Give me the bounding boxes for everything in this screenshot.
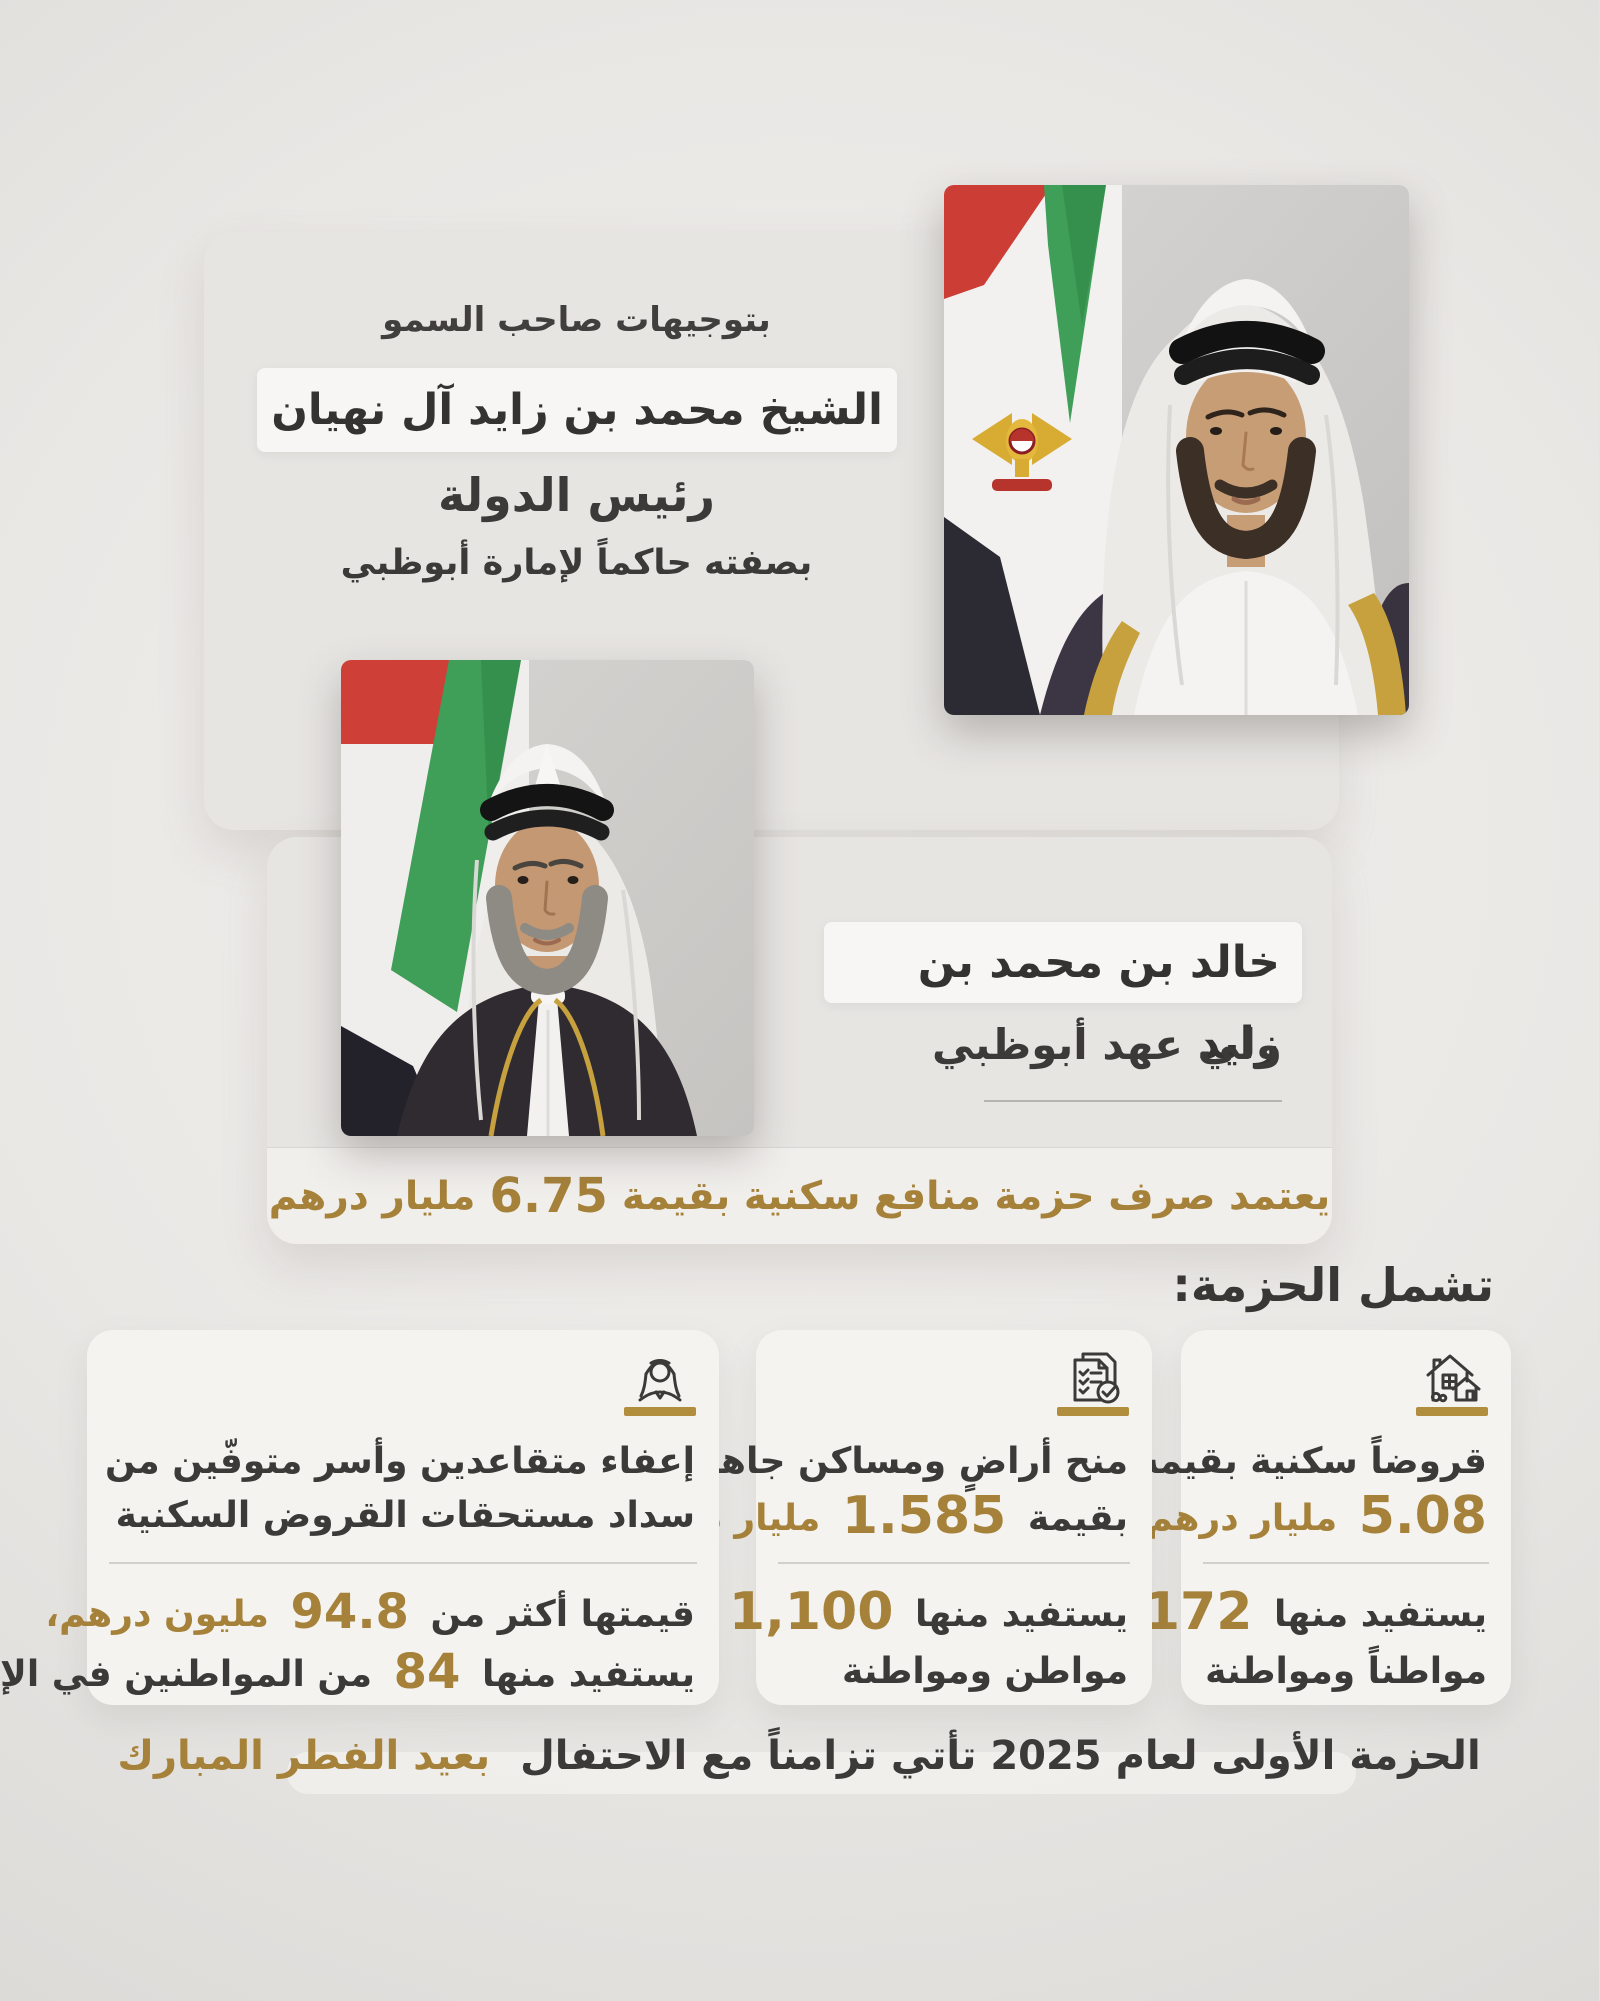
- package-banner: يعتمد صرف حزمة منافع سكنية بقيمة 6.75 مل…: [268, 1147, 1333, 1244]
- crown-prince-role: ولي عهد أبوظبي: [933, 1020, 1283, 1069]
- crown-prince-portrait-illustration: [342, 660, 755, 1136]
- footer-highlight-band: [288, 1752, 1357, 1794]
- stat-label: قيمتها أكثر من: [431, 1594, 697, 1635]
- benefit-value: 5.08: [1359, 1486, 1488, 1546]
- emirati-person-icon: [639, 1359, 683, 1402]
- crown-prince-figure: [398, 744, 698, 1136]
- footer-line: الحزمة الأولى لعام 2025 تأتي تزامناً مع …: [0, 1733, 1600, 1779]
- uae-emblem: [973, 413, 1073, 491]
- benefit-stat-line1: قيمتها أكثر من 94.8 مليون درهم،: [46, 1584, 697, 1641]
- benefit-value-pre: بقيمة: [1028, 1498, 1129, 1539]
- president-portrait-illustration: [945, 185, 1410, 715]
- president-photo: [945, 185, 1410, 715]
- divider: [1204, 1562, 1490, 1564]
- president-name: الشيخ محمد بن زايد آل نهيان: [272, 385, 884, 435]
- benefit-stat-line: يستفيد منها 1,100: [730, 1586, 1129, 1641]
- stat-label: يستفيد منها: [915, 1594, 1129, 1635]
- president-intro: بتوجيهات صاحب السمو: [383, 300, 772, 340]
- house-icon: [1427, 1354, 1482, 1403]
- benefit-title: منح أراضٍ ومساكن جاهزة: [678, 1441, 1129, 1482]
- icon-gold-base: [625, 1407, 697, 1416]
- benefit-stat-line2: يستفيد منها 84 من المواطنين في الإمارة: [0, 1644, 696, 1701]
- president-figure: [1041, 279, 1410, 715]
- benefit-stat-line2: مواطن ومواطنة: [842, 1651, 1129, 1692]
- benefit-value-unit: مليار درهم: [1147, 1498, 1339, 1539]
- president-name-box: الشيخ محمد بن زايد آل نهيان: [258, 368, 898, 452]
- document-check-icon: [1074, 1352, 1121, 1404]
- stat-value: 1,100: [729, 1582, 895, 1642]
- divider: [779, 1562, 1131, 1564]
- stat-post: من المواطنين في الإمارة: [0, 1654, 374, 1695]
- icon-gold-base: [1058, 1407, 1130, 1416]
- benefit-title: قروضاً سكنية بقيمة: [1138, 1441, 1488, 1482]
- icon-gold-base: [1417, 1407, 1489, 1416]
- divider: [110, 1562, 698, 1564]
- president-note: بصفته حاكماً لإمارة أبوظبي: [341, 543, 814, 583]
- divider: [985, 1100, 1283, 1102]
- stat-unit: مليون درهم،: [46, 1594, 270, 1635]
- president-role: رئيس الدولة: [439, 468, 716, 522]
- banner-unit: مليار درهم: [269, 1173, 477, 1219]
- banner-value: 6.75: [490, 1168, 609, 1224]
- benefit-title-line1: إعفاء متقاعدين وأسر متوفّين من: [105, 1441, 696, 1482]
- benefit-icon-wrap: [1416, 1348, 1490, 1416]
- benefit-stat-line2: مواطناً ومواطنة: [1206, 1651, 1488, 1692]
- stat-label: يستفيد منها: [482, 1654, 696, 1695]
- benefit-stat-line: يستفيد منها 3,172: [1089, 1586, 1488, 1641]
- stat-value: 84: [394, 1644, 462, 1700]
- benefit-title-line2: سداد مستحقات القروض السكنية: [116, 1495, 696, 1536]
- benefit-value-line: بقيمة 1.585 مليار درهم: [630, 1490, 1129, 1545]
- benefit-card-exemption: إعفاء متقاعدين وأسر متوفّين من سداد مستح…: [0, 1330, 720, 1705]
- benefit-icon-wrap: [1057, 1348, 1131, 1416]
- benefit-card-loans: قروضاً سكنية بقيمة 5.08 مليار درهم يستفي…: [1089, 1330, 1512, 1705]
- benefit-value: 1.585: [842, 1486, 1008, 1546]
- benefit-icon-wrap: [624, 1348, 698, 1416]
- stat-value: 94.8: [291, 1584, 410, 1640]
- footer-eid-highlight: بعيد الفطر المبارك: [118, 1733, 492, 1779]
- crown-prince-name-box: خالد بن محمد بن زايد: [825, 922, 1303, 1069]
- benefit-value-line: 5.08 مليار درهم: [1147, 1490, 1488, 1545]
- stat-label: يستفيد منها: [1274, 1594, 1488, 1635]
- banner-text: يعتمد صرف حزمة منافع سكنية بقيمة: [622, 1173, 1332, 1219]
- section-heading: تشمل الحزمة:: [1173, 1258, 1495, 1312]
- footer-text: الحزمة الأولى لعام 2025 تأتي تزامناً مع …: [521, 1733, 1482, 1779]
- crown-prince-photo: [342, 660, 755, 1136]
- crown-prince-name: خالد بن محمد بن زايد: [918, 937, 1281, 1069]
- benefit-card-grants: منح أراضٍ ومساكن جاهزة بقيمة 1.585 مليار…: [630, 1330, 1153, 1705]
